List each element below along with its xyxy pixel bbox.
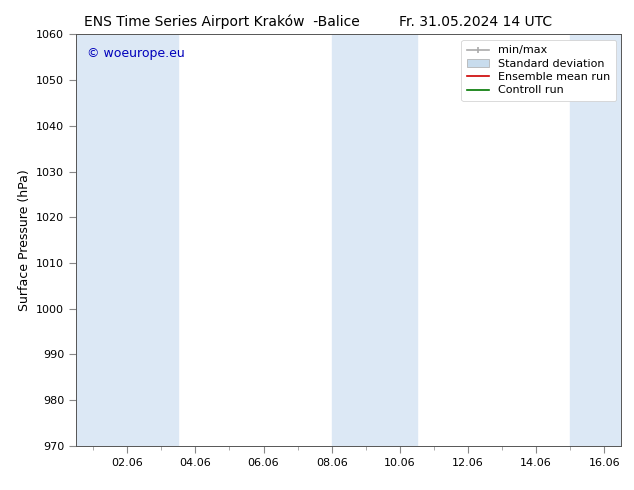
Bar <box>570 34 621 446</box>
Bar <box>144 34 178 446</box>
Bar <box>332 34 366 446</box>
Text: © woeurope.eu: © woeurope.eu <box>87 47 184 60</box>
Y-axis label: Surface Pressure (hPa): Surface Pressure (hPa) <box>18 169 30 311</box>
Text: Fr. 31.05.2024 14 UTC: Fr. 31.05.2024 14 UTC <box>399 15 552 29</box>
Legend: min/max, Standard deviation, Ensemble mean run, Controll run: min/max, Standard deviation, Ensemble me… <box>462 40 616 101</box>
Text: ENS Time Series Airport Kraków  -Balice: ENS Time Series Airport Kraków -Balice <box>84 15 359 29</box>
Bar <box>366 34 417 446</box>
Bar <box>76 34 144 446</box>
